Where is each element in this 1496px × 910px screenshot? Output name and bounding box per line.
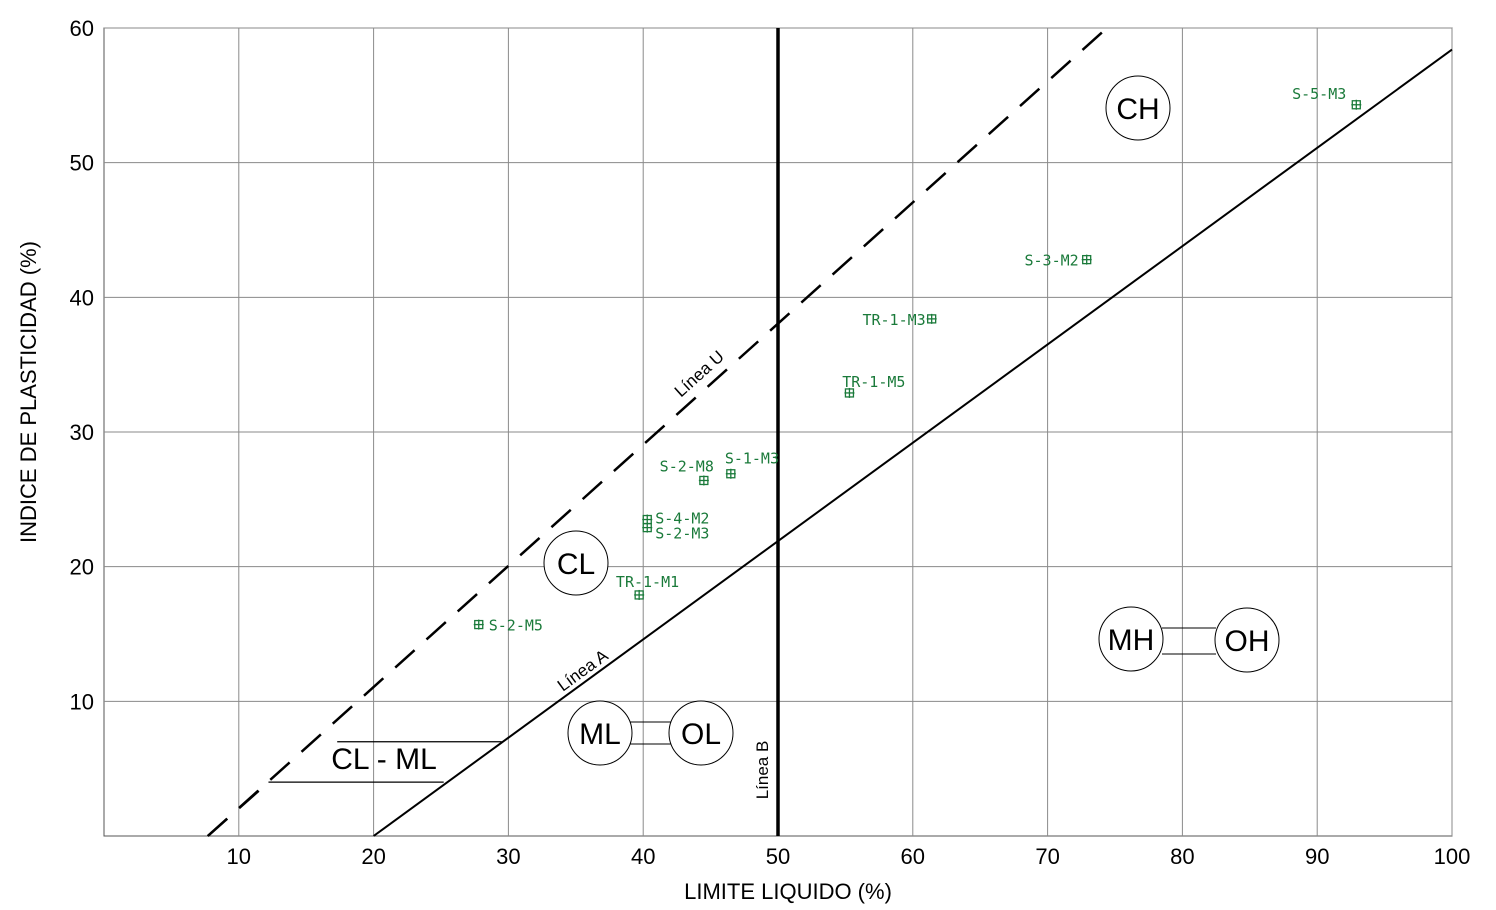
y-axis-title: INDICE DE PLASTICIDAD (%)	[16, 241, 41, 543]
data-point-label: S-5-M3	[1292, 85, 1346, 103]
tick-labels: 10 20 30 40 50 60 70 80 90 100 10 20 30 40 50 60	[70, 16, 1471, 869]
x-tick-label: 80	[1170, 844, 1194, 869]
y-tick-label: 40	[70, 285, 94, 310]
region-ch-label: CH	[1116, 93, 1159, 126]
region-oh-circle	[1214, 607, 1280, 673]
region-ml-circle	[567, 700, 633, 766]
region-mh-circle	[1098, 606, 1164, 672]
y-tick-label: 60	[70, 16, 94, 41]
data-point-label: TR-1-M1	[616, 573, 679, 591]
x-tick-label: 50	[766, 844, 790, 869]
data-point-label: S-3-M2	[1025, 252, 1079, 270]
region-ol-label: OL	[681, 718, 721, 751]
line-u-label: Línea U	[671, 347, 728, 401]
region-oh-label: OH	[1225, 625, 1270, 658]
region-ol-circle	[668, 700, 734, 766]
x-axis-title: LIMITE LIQUIDO (%)	[684, 879, 892, 904]
soil-regions: CL - ML CH CL MH OH ML OL	[206, 75, 1280, 837]
line-a-label: Línea A	[554, 646, 612, 696]
data-points: S-5-M3 S-3-M2 TR-1-M3 TR-1-M5 S-1-M3 S-2-M8 S-…	[473, 85, 1362, 635]
line-b-label: Línea B	[753, 741, 772, 800]
x-tick-label: 90	[1305, 844, 1329, 869]
x-tick-label: 100	[1434, 844, 1471, 869]
y-tick-label: 30	[70, 420, 94, 445]
x-tick-label: 20	[361, 844, 385, 869]
line-a	[373, 48, 1453, 837]
region-ch-circle	[1105, 75, 1171, 141]
data-point-label: S-2-M8	[660, 457, 714, 475]
x-tick-label: 70	[1035, 844, 1059, 869]
line-u	[206, 27, 1108, 837]
data-point-label: S-2-M3	[655, 525, 709, 543]
region-cl-label: CL	[557, 548, 595, 581]
data-point-label: TR-1-M3	[862, 311, 925, 329]
data-point-label: TR-1-M5	[842, 373, 905, 391]
y-tick-label: 50	[70, 151, 94, 176]
x-tick-label: 30	[496, 844, 520, 869]
data-point-label: S-1-M3	[725, 450, 779, 468]
data-point-label: S-2-M5	[489, 617, 543, 635]
region-ml-label: ML	[579, 718, 621, 751]
y-tick-label: 20	[70, 555, 94, 580]
x-tick-label: 10	[227, 844, 251, 869]
y-tick-label: 10	[70, 689, 94, 714]
region-cl-ml-label: CL - ML	[331, 743, 437, 776]
region-mh-label: MH	[1108, 624, 1155, 657]
u-tail	[206, 781, 270, 837]
x-tick-label: 40	[631, 844, 655, 869]
x-tick-label: 60	[901, 844, 925, 869]
region-cl-circle	[543, 530, 609, 596]
data-point-label: S-4-M2	[655, 510, 709, 528]
